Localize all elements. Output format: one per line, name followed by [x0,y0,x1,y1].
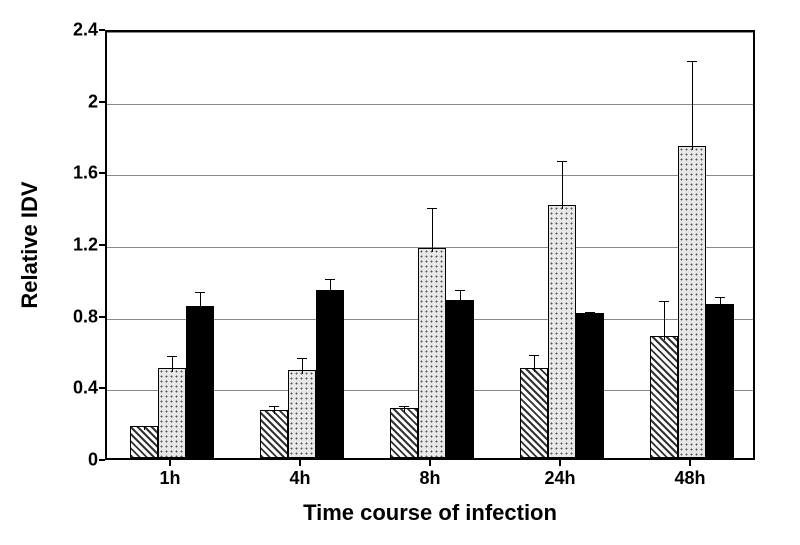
error-bar [664,301,665,340]
y-tick-label: 2.4 [48,20,98,41]
y-tick-label: 0.8 [48,306,98,327]
error-cap [297,358,307,359]
error-cap [687,61,697,62]
error-cap [325,279,335,280]
y-tick-mark [99,316,105,318]
bar-series3 [576,313,604,458]
y-axis-title: Relative IDV [17,181,43,308]
x-tick-label: 4h [289,468,310,489]
error-cap [167,356,177,357]
bar-series2 [158,368,186,458]
y-tick-mark [99,459,105,461]
y-tick-label: 2 [48,91,98,112]
error-cap [529,355,539,356]
bar-series3 [706,304,734,458]
bar-series2 [548,205,576,458]
y-tick-mark [99,387,105,389]
error-bar [460,290,461,304]
bar-series2 [288,370,316,458]
gridline [107,104,753,105]
bar-series1 [650,336,678,458]
error-bar [720,297,721,308]
error-cap [139,426,149,427]
error-cap [585,312,595,313]
bar-series3 [186,306,214,458]
error-bar [692,61,693,151]
error-cap [557,161,567,162]
x-tick-mark [689,460,691,466]
error-cap [455,290,465,291]
bar-series1 [520,368,548,458]
x-tick-label: 48h [674,468,705,489]
y-tick-mark [99,101,105,103]
error-cap [195,292,205,293]
y-tick-mark [99,172,105,174]
error-bar [330,279,331,293]
x-tick-mark [429,460,431,466]
bar-series1 [390,408,418,458]
y-tick-mark [99,29,105,31]
x-tick-mark [299,460,301,466]
x-tick-mark [169,460,171,466]
error-bar [302,358,303,374]
x-tick-mark [559,460,561,466]
bar-series2 [418,248,446,458]
error-cap [399,406,409,407]
error-bar [534,355,535,373]
error-cap [715,297,725,298]
bar-series3 [316,290,344,458]
error-bar [562,161,563,209]
chart-container: Relative IDV Time course of infection 0 0… [0,0,800,545]
x-tick-label: 1h [159,468,180,489]
error-bar [432,208,433,253]
error-cap [427,208,437,209]
bar-series1 [130,426,158,458]
x-tick-label: 24h [544,468,575,489]
plot-area [105,30,755,460]
error-cap [659,301,669,302]
error-bar [200,292,201,310]
y-tick-label: 1.2 [48,235,98,256]
error-bar [172,356,173,372]
bar-series3 [446,300,474,458]
y-tick-label: 1.6 [48,163,98,184]
gridline [107,175,753,176]
x-axis-title: Time course of infection [303,500,557,526]
error-cap [269,406,279,407]
x-tick-label: 8h [419,468,440,489]
y-tick-mark [99,244,105,246]
gridline [107,32,753,33]
bar-series2 [678,146,706,458]
y-tick-label: 0 [48,450,98,471]
y-tick-label: 0.4 [48,378,98,399]
error-bar [274,406,275,413]
bar-series1 [260,410,288,458]
